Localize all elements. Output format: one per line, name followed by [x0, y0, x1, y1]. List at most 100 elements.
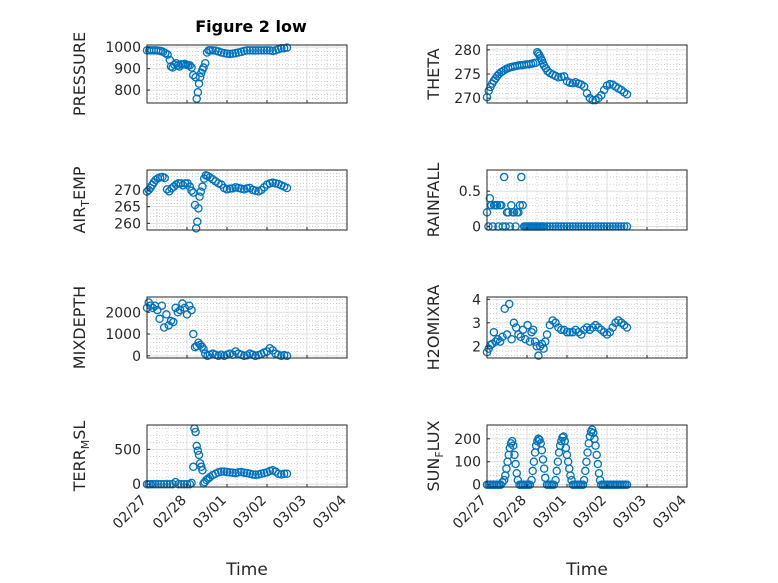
y-tick-label: 1000 — [105, 327, 141, 343]
data-point — [228, 468, 237, 477]
data-point — [173, 307, 183, 317]
y-axis-label: H2OMIXRA — [424, 285, 443, 371]
data-point — [257, 185, 266, 195]
data-point — [593, 459, 603, 469]
data-point — [153, 305, 162, 315]
series-mixdepth — [142, 298, 292, 361]
y-axis-label: THETA — [424, 48, 443, 100]
data-point — [509, 208, 519, 217]
y-tick-label: 900 — [114, 62, 141, 78]
data-point — [579, 82, 589, 91]
data-point — [537, 446, 547, 455]
data-point — [542, 330, 552, 339]
data-point — [239, 468, 249, 477]
data-point — [187, 478, 196, 488]
data-point — [171, 303, 180, 313]
data-point — [242, 46, 252, 55]
data-point — [185, 61, 195, 70]
data-point — [525, 480, 535, 489]
data-point — [177, 479, 186, 489]
axes-box — [146, 424, 348, 488]
y-tick-label: 2 — [472, 339, 481, 355]
data-point — [497, 201, 506, 210]
y-tick-label: 0.5 — [459, 184, 481, 200]
panel-h2omixra: 2 3 4 H2OMIXRA — [424, 285, 688, 371]
data-point — [525, 337, 535, 346]
data-point — [562, 327, 572, 337]
data-point — [219, 48, 229, 58]
y-axis-label: SUNFLUX — [424, 420, 446, 491]
series-pressure — [142, 43, 292, 103]
y-tick-label: 0 — [132, 477, 141, 493]
data-point — [187, 305, 196, 315]
data-point — [534, 434, 543, 444]
data-point — [529, 325, 538, 335]
data-point — [199, 63, 208, 72]
axes-box — [146, 44, 348, 104]
data-point — [528, 466, 537, 476]
data-point — [248, 470, 257, 479]
data-point — [174, 479, 183, 489]
data-point — [511, 459, 520, 469]
y-tick-label: 4 — [472, 292, 481, 308]
data-point — [193, 446, 203, 456]
data-point — [197, 462, 206, 472]
data-point — [198, 182, 207, 191]
data-point — [234, 468, 243, 477]
data-point — [493, 334, 503, 344]
data-point — [489, 327, 499, 337]
data-point — [162, 310, 171, 319]
data-point — [534, 351, 543, 360]
y-tick-label: 270 — [114, 183, 141, 199]
data-point — [566, 471, 575, 480]
data-point — [189, 462, 198, 472]
data-point — [225, 184, 235, 193]
data-point — [492, 201, 502, 210]
data-point — [510, 450, 519, 460]
y-tick-label: 100 — [454, 455, 481, 471]
data-point — [151, 175, 160, 185]
data-point — [194, 450, 204, 460]
data-point — [222, 467, 232, 477]
y-axis-label: AIRTEMP — [70, 166, 92, 233]
data-point — [225, 468, 235, 477]
data-point — [539, 464, 549, 473]
data-point — [518, 325, 528, 335]
data-point — [507, 334, 516, 344]
data-point — [514, 330, 523, 339]
data-point — [208, 46, 217, 55]
data-point — [219, 467, 229, 476]
data-point — [257, 46, 266, 55]
data-point — [622, 90, 632, 99]
data-point — [559, 432, 568, 441]
data-point — [159, 323, 169, 332]
y-tick-label: 200 — [454, 432, 481, 448]
panel-pressure: 800 900 1000 PRESSURE — [70, 32, 348, 116]
data-point — [154, 479, 163, 489]
y-tick-label: 1000 — [105, 40, 141, 56]
data-point — [182, 310, 192, 319]
data-point — [491, 337, 500, 346]
y-tick-label: 0 — [472, 478, 481, 494]
y-tick-label: 0 — [472, 219, 481, 235]
data-point — [225, 49, 235, 59]
data-point — [185, 301, 194, 310]
data-point — [254, 46, 263, 55]
data-point — [622, 323, 632, 332]
data-point — [195, 72, 205, 82]
data-point — [553, 457, 563, 466]
data-point — [169, 317, 178, 327]
data-point — [222, 49, 232, 58]
data-point — [589, 428, 598, 438]
data-point — [509, 441, 518, 450]
data-point — [242, 184, 252, 193]
axes-box — [146, 169, 348, 231]
data-point — [500, 304, 509, 313]
data-point — [201, 59, 210, 68]
data-point — [151, 479, 160, 489]
data-point — [523, 320, 532, 330]
data-point — [193, 217, 202, 226]
data-point — [182, 479, 192, 489]
